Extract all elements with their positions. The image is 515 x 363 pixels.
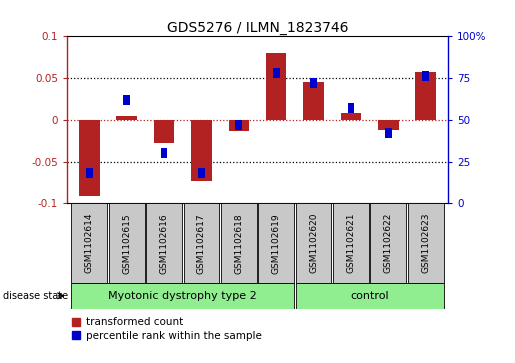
Bar <box>333 203 369 283</box>
Bar <box>303 82 324 120</box>
Bar <box>416 72 436 120</box>
Bar <box>310 78 317 88</box>
Bar <box>235 120 242 130</box>
Text: disease state: disease state <box>3 291 67 301</box>
Legend: transformed count, percentile rank within the sample: transformed count, percentile rank withi… <box>72 317 262 340</box>
Bar <box>72 203 107 283</box>
Bar <box>378 120 399 130</box>
Text: GSM1102614: GSM1102614 <box>85 213 94 273</box>
Bar <box>154 120 175 143</box>
Bar <box>116 115 137 120</box>
Text: control: control <box>350 291 389 301</box>
Bar <box>86 168 93 178</box>
Text: GSM1102618: GSM1102618 <box>234 213 243 274</box>
Text: GSM1102619: GSM1102619 <box>272 213 281 274</box>
Bar <box>161 148 167 158</box>
Text: GSM1102617: GSM1102617 <box>197 213 206 274</box>
Bar <box>191 120 212 181</box>
Bar <box>370 203 406 283</box>
Bar <box>273 68 280 78</box>
Bar <box>146 203 182 283</box>
Bar <box>221 203 257 283</box>
Bar <box>72 283 294 309</box>
Text: GSM1102622: GSM1102622 <box>384 213 393 273</box>
Text: GSM1102615: GSM1102615 <box>122 213 131 274</box>
Bar <box>422 72 429 81</box>
Bar <box>198 168 205 178</box>
Bar <box>266 53 286 120</box>
Text: GSM1102621: GSM1102621 <box>347 213 355 273</box>
Bar <box>109 203 145 283</box>
Bar <box>258 203 294 283</box>
Bar <box>408 203 443 283</box>
Bar <box>79 120 99 196</box>
Text: Myotonic dystrophy type 2: Myotonic dystrophy type 2 <box>108 291 257 301</box>
Bar <box>183 203 219 283</box>
Bar <box>385 128 391 138</box>
Text: GSM1102616: GSM1102616 <box>160 213 168 274</box>
Text: GSM1102623: GSM1102623 <box>421 213 430 273</box>
Title: GDS5276 / ILMN_1823746: GDS5276 / ILMN_1823746 <box>167 21 348 35</box>
Text: GSM1102620: GSM1102620 <box>309 213 318 273</box>
Bar <box>124 95 130 105</box>
Bar <box>229 120 249 131</box>
Bar <box>348 103 354 113</box>
Bar <box>296 283 443 309</box>
Bar <box>340 113 361 120</box>
Bar <box>296 203 332 283</box>
